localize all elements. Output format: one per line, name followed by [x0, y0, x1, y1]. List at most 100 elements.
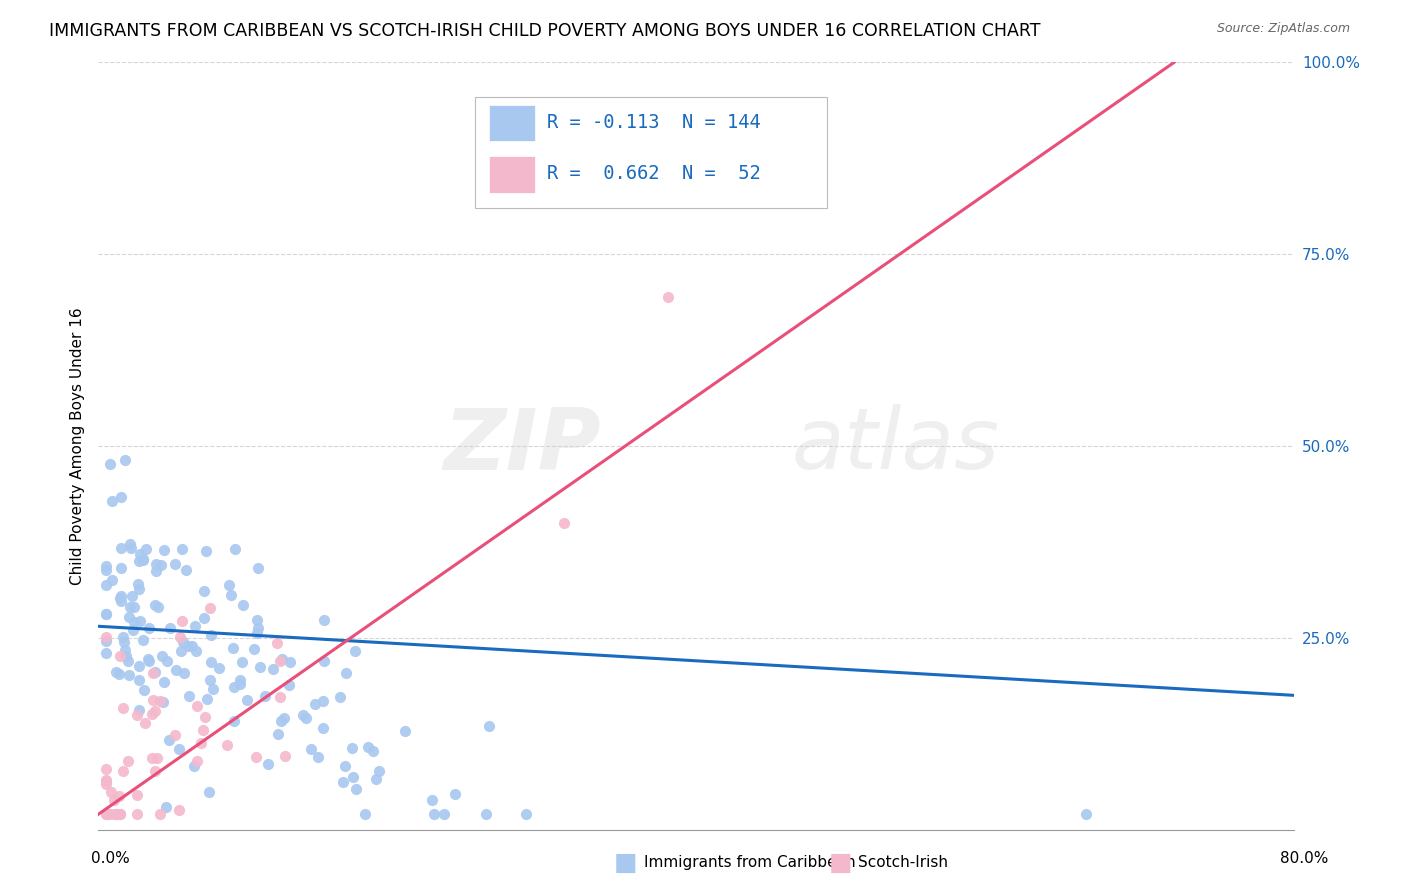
Point: [232, 598, 254, 612]
Point: [201, 681, 224, 696]
Point: [117, 654, 139, 668]
Point: [152, 695, 174, 709]
Point: [183, 619, 205, 633]
Point: [170, 542, 193, 557]
Point: [368, 764, 391, 778]
Point: [304, 697, 326, 711]
Point: [159, 733, 181, 747]
Point: [117, 754, 139, 768]
Point: [145, 557, 167, 571]
Point: [94, 559, 117, 574]
Point: [307, 750, 329, 764]
Point: [96, 607, 118, 621]
Point: [257, 757, 280, 772]
Point: [314, 654, 336, 668]
Point: [125, 788, 148, 802]
Point: [657, 290, 679, 304]
Point: [143, 764, 166, 778]
Point: [186, 755, 208, 769]
Point: [299, 742, 322, 756]
Point: [128, 554, 150, 568]
Point: [143, 704, 166, 718]
Point: [110, 490, 132, 504]
Text: R =  0.662  N =  52: R = 0.662 N = 52: [547, 164, 761, 183]
Point: [332, 775, 354, 789]
Point: [100, 457, 122, 471]
Point: [193, 584, 215, 599]
Text: atlas: atlas: [792, 404, 1000, 488]
Point: [444, 787, 467, 801]
Point: [138, 654, 160, 668]
Point: [121, 589, 143, 603]
Point: [94, 762, 117, 776]
Point: [217, 739, 239, 753]
Point: [218, 578, 240, 592]
Point: [132, 552, 155, 566]
Point: [94, 774, 117, 789]
Point: [246, 613, 269, 627]
Point: [108, 648, 131, 663]
Point: [270, 652, 292, 666]
Point: [98, 807, 121, 822]
Text: Scotch-Irish: Scotch-Irish: [858, 855, 948, 870]
Text: Immigrants from Caribbean: Immigrants from Caribbean: [644, 855, 856, 870]
Point: [423, 807, 446, 822]
Point: [110, 594, 132, 608]
Point: [169, 631, 191, 645]
Point: [134, 682, 156, 697]
Text: ZIP: ZIP: [443, 404, 600, 488]
Point: [314, 613, 336, 627]
Point: [108, 667, 131, 681]
Point: [254, 689, 277, 703]
Point: [128, 582, 150, 596]
Point: [114, 643, 136, 657]
Point: [165, 728, 187, 742]
Point: [152, 675, 174, 690]
Point: [515, 807, 537, 822]
Point: [111, 764, 134, 778]
Point: [114, 452, 136, 467]
Point: [100, 785, 122, 799]
Point: [100, 573, 122, 587]
Point: [101, 494, 124, 508]
Point: [200, 627, 222, 641]
Text: ■: ■: [830, 851, 852, 874]
Point: [128, 658, 150, 673]
Point: [110, 541, 132, 556]
Point: [222, 641, 245, 656]
Point: [94, 807, 117, 822]
Point: [246, 621, 269, 635]
Point: [120, 541, 142, 556]
Point: [269, 654, 291, 668]
Point: [191, 723, 214, 738]
Point: [108, 789, 131, 804]
Point: [194, 710, 217, 724]
Text: ■: ■: [614, 851, 637, 874]
Point: [183, 759, 205, 773]
Point: [138, 621, 160, 635]
Point: [110, 561, 132, 575]
Point: [174, 563, 197, 577]
Point: [94, 776, 117, 790]
Point: [335, 666, 357, 681]
Point: [231, 655, 253, 669]
Point: [110, 589, 132, 603]
FancyBboxPatch shape: [489, 156, 534, 193]
Point: [142, 665, 165, 680]
Point: [145, 598, 167, 612]
Point: [148, 694, 170, 708]
Point: [342, 770, 364, 784]
Point: [224, 542, 246, 557]
Point: [155, 799, 177, 814]
Point: [224, 680, 246, 694]
Point: [122, 615, 145, 629]
Point: [219, 588, 242, 602]
Point: [267, 727, 290, 741]
Point: [340, 740, 363, 755]
Point: [134, 716, 156, 731]
Point: [333, 758, 356, 772]
Point: [94, 772, 117, 787]
Point: [122, 599, 145, 614]
Point: [94, 577, 117, 591]
Point: [273, 711, 295, 725]
